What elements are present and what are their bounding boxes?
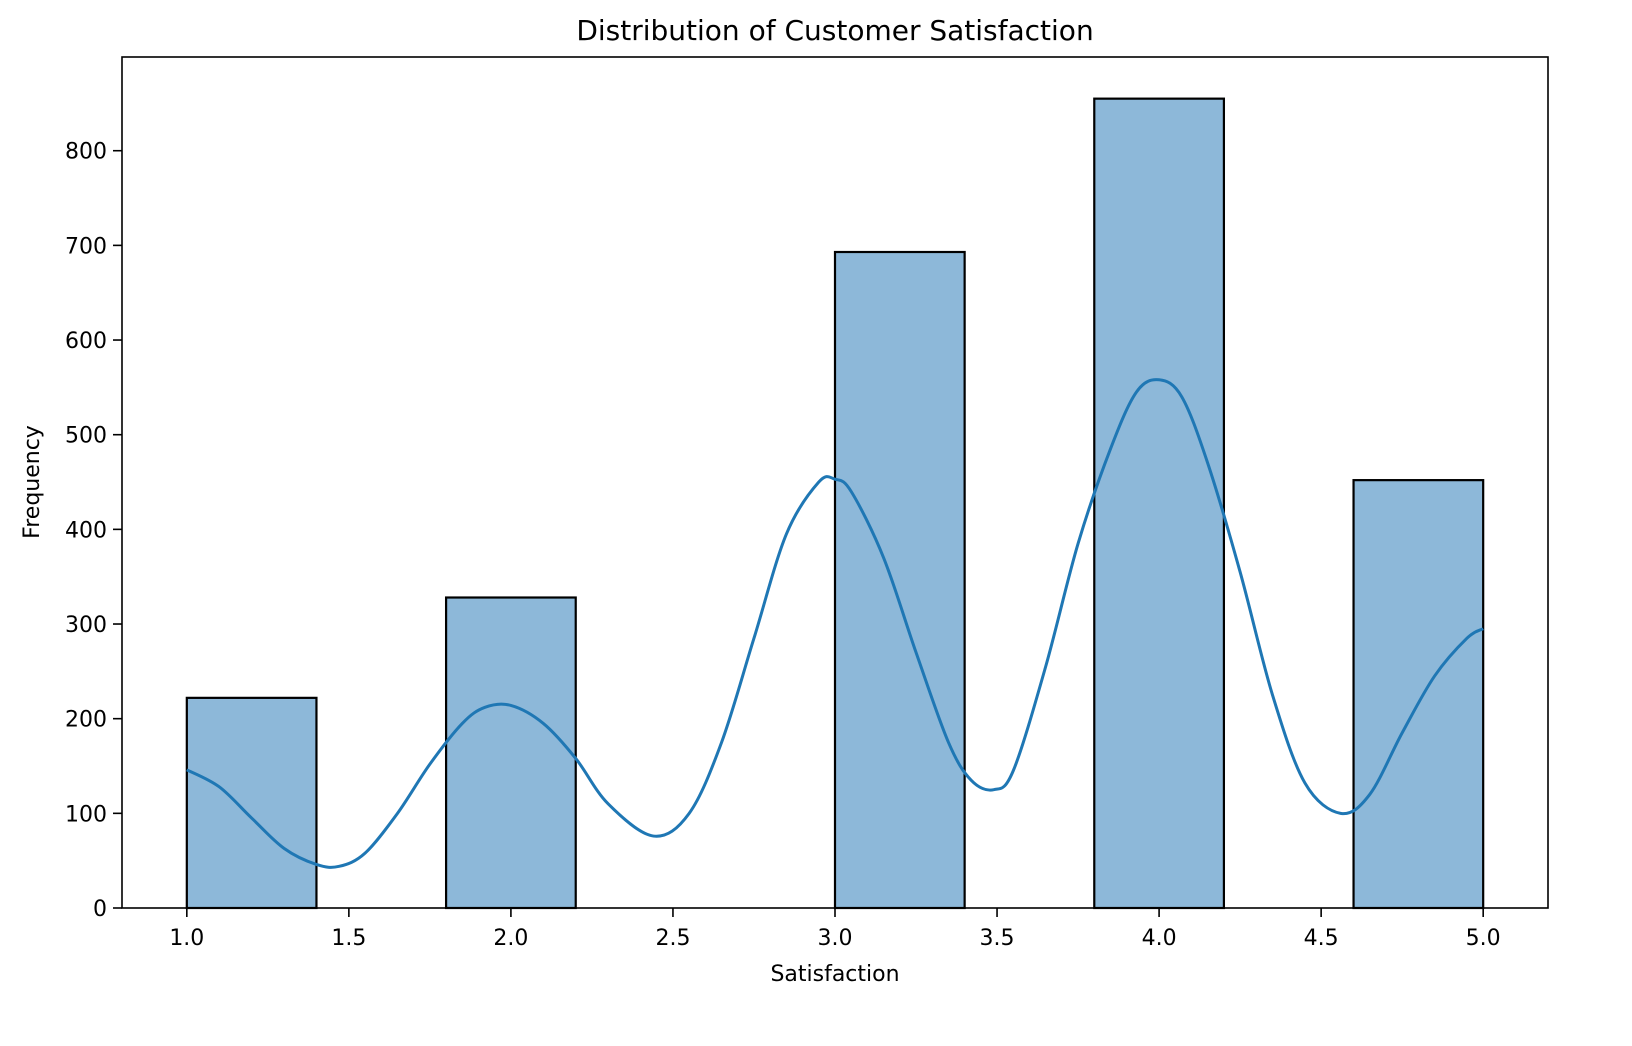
kde-curve-line: [186, 378, 1484, 869]
x-tick-label: 2.0: [493, 926, 528, 951]
y-axis-ticks: 0 100 200 300 400 500 600 700 800: [65, 140, 122, 922]
histogram-bar-2: [444, 596, 577, 910]
y-axis-label: Frequency: [20, 425, 45, 539]
bars-layer: [185, 97, 1485, 910]
y-tick-label: 400: [65, 518, 107, 543]
x-tick-label: 1.5: [331, 926, 366, 951]
y-tick-label: 800: [65, 140, 107, 165]
x-tick-label: 4.5: [1304, 926, 1339, 951]
x-tick-label: 3.5: [980, 926, 1015, 951]
histogram-bar-0: [185, 696, 318, 910]
histogram-bar-7: [1093, 97, 1226, 910]
x-tick-label: 1.0: [169, 926, 204, 951]
x-axis-label: Satisfaction: [770, 962, 899, 987]
histogram-bar-5: [833, 250, 966, 910]
y-tick-label: 300: [65, 613, 107, 638]
x-tick-label: 5.0: [1466, 926, 1501, 951]
x-tick-label: 4.0: [1142, 926, 1177, 951]
histogram-bar-9: [1352, 479, 1485, 910]
y-tick-label: 100: [65, 802, 107, 827]
x-tick-label: 3.0: [818, 926, 853, 951]
y-tick-label: 600: [65, 329, 107, 354]
y-tick-label: 500: [65, 424, 107, 449]
x-axis-ticks: 1.0 1.5 2.0 2.5 3.0 3.5 4.0 4.5 5.0: [169, 908, 1501, 951]
x-tick-label: 2.5: [655, 926, 690, 951]
y-tick-label: 700: [65, 234, 107, 259]
y-tick-label: 0: [93, 897, 107, 922]
chart-title: Distribution of Customer Satisfaction: [576, 14, 1093, 47]
y-tick-label: 200: [65, 708, 107, 733]
